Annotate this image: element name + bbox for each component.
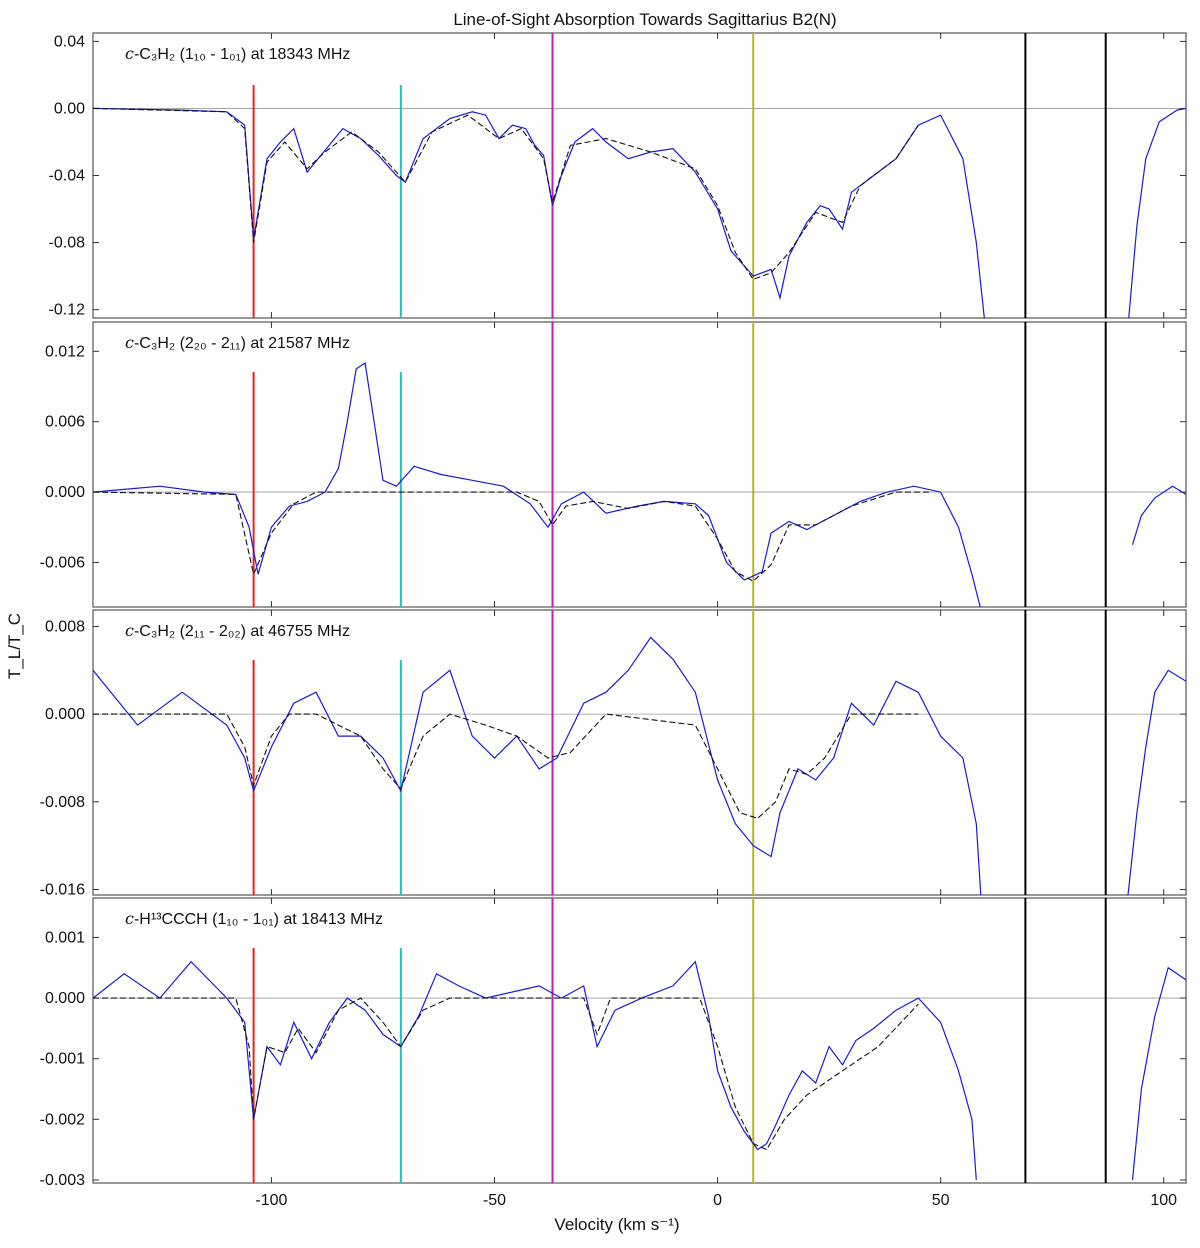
spectrum-line	[1128, 107, 1186, 318]
spectrum-line	[93, 960, 977, 1181]
y-tick-label: 0.006	[45, 414, 85, 431]
panel-frame	[92, 609, 1187, 896]
x-tick-label: 0	[713, 1192, 722, 1209]
transition-label-text: -C₃H₂ (2₁₁ - 2₀₂) at 46755 MHz	[134, 623, 350, 640]
spectrum-line	[1131, 966, 1186, 1181]
panel-frame	[92, 897, 1187, 1184]
transition-label: c-C₃H₂ (1₁₀ - 1₀₁) at 18343 MHz	[125, 44, 350, 63]
y-tick-label: 0.008	[45, 618, 85, 635]
y-tick-label: -0.008	[40, 794, 85, 811]
y-tick-label: -0.04	[49, 168, 86, 185]
transition-label: c-H¹³CCCH (1₁₀ - 1₀₁) at 18413 MHz	[125, 909, 383, 928]
y-tick-label: 0.000	[45, 706, 85, 723]
transition-label-text: -H¹³CCCH (1₁₀ - 1₀₁) at 18413 MHz	[134, 911, 383, 928]
spectrum-line	[93, 361, 981, 607]
y-tick-label: -0.002	[40, 1111, 85, 1128]
panel-2: 0.012 0.006 0.000 -0.006 c-C₃H₂ (2₂₀ - 2₁₁) …	[40, 321, 1187, 608]
transition-label: c-C₃H₂ (2₂₀ - 2₁₁) at 21587 MHz	[125, 333, 350, 352]
y-tick-label: 0.00	[54, 100, 85, 117]
x-axis-label: Velocity (km s⁻¹)	[554, 1215, 679, 1234]
y-tick-label: -0.08	[49, 235, 86, 252]
y-tick-label: -0.006	[40, 554, 85, 571]
fit-line	[93, 997, 919, 1151]
y-tick-label: 0.000	[45, 990, 85, 1007]
x-tick-label: 50	[932, 1192, 950, 1209]
panel-4: 0.001 0.000 -0.001 -0.002 -0.003 c-H¹³CCCH (1…	[40, 897, 1187, 1209]
chart-title: Line-of-Sight Absorption Towards Sagitta…	[453, 10, 836, 29]
y-tick-label: 0.04	[54, 33, 85, 50]
y-tick-label: -0.003	[40, 1172, 85, 1189]
transition-label: c-C₃H₂ (2₁₁ - 2₀₂) at 46755 MHz	[125, 621, 350, 640]
spectrum-line	[1127, 669, 1186, 895]
panel-frame	[92, 321, 1187, 608]
spectrum-line	[93, 107, 985, 318]
y-tick-label: 0.000	[45, 484, 85, 501]
spectrum-line	[93, 636, 982, 895]
fit-line	[93, 713, 919, 819]
spectrum-line	[1131, 485, 1186, 545]
panel-frame	[92, 32, 1187, 319]
y-tick-label: -0.016	[40, 882, 85, 899]
panels-group: 0.040.00-0.04-0.08-0.12c-C₃H₂ (1₁₀ - 1₀₁…	[40, 32, 1187, 1209]
fit-line	[93, 491, 932, 582]
x-tick-label: -100	[255, 1192, 287, 1209]
y-tick-label: 0.001	[45, 929, 85, 946]
transition-label-prefix: c	[125, 44, 134, 63]
y-tick-label: -0.12	[49, 302, 86, 319]
x-tick-label: -50	[483, 1192, 506, 1209]
transition-label-prefix: c	[125, 333, 134, 352]
y-tick-label: -0.001	[40, 1051, 85, 1068]
y-tick-label: 0.012	[45, 343, 85, 360]
fit-line	[93, 107, 919, 281]
x-tick-label: 100	[1150, 1192, 1177, 1209]
y-axis-label: T_L/T_C	[5, 613, 24, 679]
transition-label-text: -C₃H₂ (2₂₀ - 2₁₁) at 21587 MHz	[134, 335, 350, 352]
transition-label-text: -C₃H₂ (1₁₀ - 1₀₁) at 18343 MHz	[134, 46, 350, 63]
panel-1: 0.04 0.00 -0.04 -0.08 -0.12 c-C₃H₂ (1₁₀ - 1₀₁…	[49, 32, 1187, 319]
transition-label-prefix: c	[125, 909, 134, 928]
panel-3: 0.008 0.000 -0.008 -0.016 c-C₃H₂ (2₁₁ - 2₀₂)…	[40, 609, 1187, 899]
transition-label-prefix: c	[125, 621, 134, 640]
